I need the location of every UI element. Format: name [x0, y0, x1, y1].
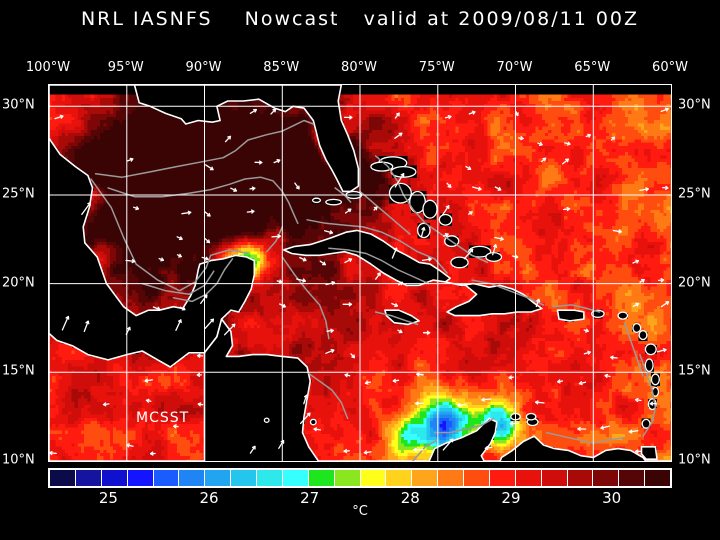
colorbar-tick-29: 29 [501, 489, 521, 507]
lat-tick-30-left: 30°N [2, 97, 35, 113]
colorbar-swatch-12 [360, 470, 387, 486]
figure-title: NRL IASNFS Nowcast valid at 2009/08/11 0… [80, 8, 640, 30]
lat-tick-10-left: 10°N [2, 452, 35, 468]
lon-tick--60: 60°W [652, 60, 688, 75]
graticule [49, 85, 671, 461]
colorbar-swatch-7 [231, 470, 257, 486]
map-plot-area[interactable] [48, 84, 672, 462]
current-vectors [49, 107, 670, 456]
colorbar-swatch-20 [567, 470, 594, 486]
lat-tick-20-right: 20°N [678, 275, 711, 291]
colorbar-swatch-11 [334, 470, 361, 486]
colorbar-swatch-16 [464, 470, 490, 486]
colorbar-tick-30: 30 [602, 489, 622, 507]
colorbar-swatch-9 [282, 470, 309, 486]
colorbar-swatch-6 [205, 470, 232, 486]
lat-tick-20-left: 20°N [2, 275, 35, 291]
lon-tick--90: 90°W [185, 60, 222, 75]
lat-tick-25-left: 25°N [2, 186, 35, 202]
colorbar-swatch-21 [593, 470, 620, 486]
colorbar-swatch-5 [179, 470, 206, 486]
bathymetry-contours [90, 119, 657, 461]
lon-tick--100: 100°W [25, 60, 71, 75]
colorbar [48, 468, 672, 488]
colorbar-swatch-13 [386, 470, 413, 486]
colorbar-swatch-15 [438, 470, 464, 486]
colorbar-swatch-10 [308, 470, 335, 486]
lat-tick-30-right: 30°N [678, 97, 711, 113]
lat-tick-25-right: 25°N [678, 186, 711, 202]
colorbar-tick-26: 26 [199, 489, 219, 507]
colorbar-swatch-23 [645, 470, 670, 486]
lat-tick-15-right: 15°N [678, 363, 711, 379]
mcsst-inset-label: MCSST [136, 410, 190, 426]
colorbar-swatch-1 [75, 470, 102, 486]
lon-tick--70: 70°W [496, 60, 533, 75]
colorbar-tick-27: 27 [300, 489, 320, 507]
lon-tick--80: 80°W [341, 60, 377, 75]
lon-tick--65: 65°W [574, 60, 611, 75]
lon-tick--95: 95°W [107, 60, 144, 75]
lon-tick--85: 85°W [263, 60, 300, 75]
colorbar-swatch-22 [619, 470, 646, 486]
colorbar-swatch-2 [101, 470, 128, 486]
colorbar-swatch-3 [127, 470, 154, 486]
lat-tick-10-right: 10°N [678, 452, 711, 468]
colorbar-tick-25: 25 [98, 489, 118, 507]
colorbar-swatch-18 [515, 470, 542, 486]
colorbar-swatch-4 [153, 470, 180, 486]
colorbar-swatch-8 [257, 470, 283, 486]
colorbar-swatch-14 [412, 470, 439, 486]
colorbar-unit-label: °C [352, 504, 368, 519]
colorbar-tick-28: 28 [400, 489, 420, 507]
sst-field-svg [49, 85, 671, 461]
sst-raster [49, 94, 671, 461]
colorbar-swatch-19 [541, 470, 568, 486]
lat-tick-15-left: 15°N [2, 363, 35, 379]
colorbar-swatch-0 [50, 470, 76, 486]
colorbar-swatch-17 [489, 470, 516, 486]
lon-tick--75: 75°W [418, 60, 455, 75]
